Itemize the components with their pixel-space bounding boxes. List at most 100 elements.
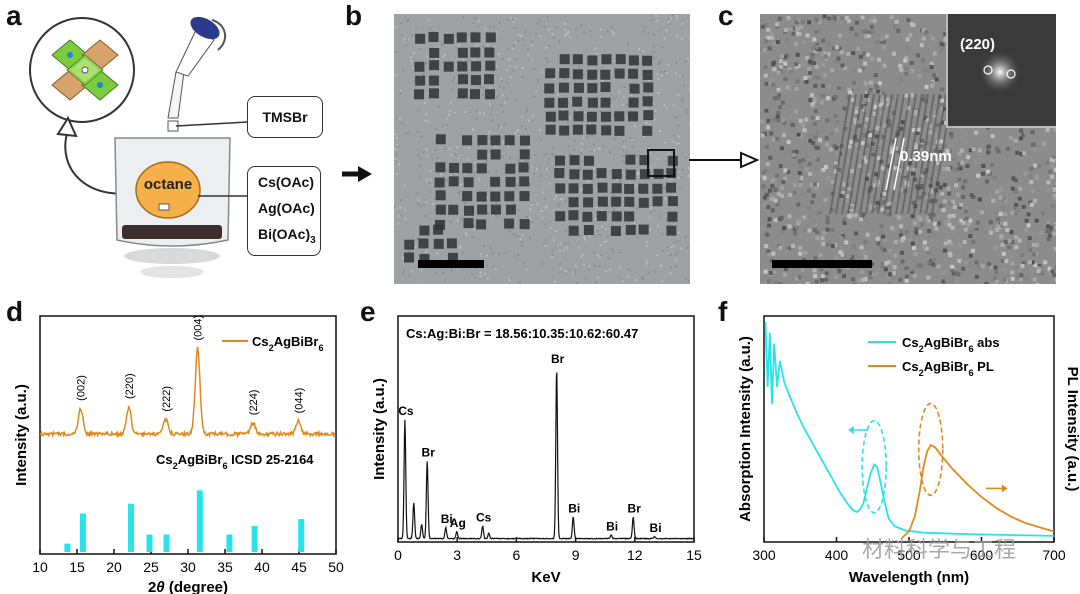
noise-speck <box>515 131 518 134</box>
hrtem-grain <box>833 169 838 174</box>
noise-speck <box>474 45 477 48</box>
hrtem-grain <box>769 131 774 136</box>
noise-speck <box>685 60 688 63</box>
hrtem-grain <box>1004 199 1009 204</box>
noise-speck <box>499 85 502 88</box>
hrtem-grain <box>812 268 817 273</box>
noise-speck <box>474 276 477 279</box>
noise-speck <box>489 204 492 207</box>
noise-speck <box>498 21 501 24</box>
hrtem-grain <box>946 186 951 191</box>
hrtem-grain <box>879 231 884 236</box>
noise-speck <box>559 267 562 270</box>
hrtem-grain <box>840 227 845 232</box>
hrtem-grain <box>1001 197 1006 202</box>
noise-speck <box>642 278 645 281</box>
hrtem-grain <box>770 35 775 40</box>
noise-speck <box>625 111 628 114</box>
hrtem-grain <box>832 15 837 20</box>
noise-speck <box>426 178 429 181</box>
hrtem-grain <box>909 267 914 272</box>
hrtem-grain <box>957 205 962 210</box>
hrtem-grain <box>1035 243 1040 248</box>
hrtem-grain <box>877 102 882 107</box>
noise-speck <box>463 201 466 204</box>
noise-speck <box>646 241 649 244</box>
hrtem-grain <box>775 40 780 45</box>
formula-label: Cs2AgBiBr6 <box>252 334 324 353</box>
noise-speck <box>473 228 476 231</box>
noise-speck <box>490 119 493 122</box>
hrtem-grain <box>952 205 957 210</box>
hrtem-grain <box>938 204 943 209</box>
noise-speck <box>622 96 625 99</box>
hrtem-grain <box>775 173 780 178</box>
hrtem-grain <box>815 116 820 121</box>
hrtem-grain <box>780 193 785 198</box>
hrtem-grain <box>910 262 915 267</box>
hrtem-grain <box>776 96 781 101</box>
hrtem-grain <box>1030 130 1035 135</box>
nanocube <box>462 163 473 174</box>
noise-speck <box>543 223 546 226</box>
noise-speck <box>644 107 647 110</box>
noise-speck <box>515 163 518 166</box>
hrtem-grain <box>779 150 784 155</box>
noise-speck <box>567 145 570 148</box>
hrtem-grain <box>810 55 815 60</box>
nanocube <box>582 169 593 180</box>
hrtem-grain <box>947 191 952 196</box>
nanocube <box>628 97 639 108</box>
hrtem-grain <box>1019 136 1024 141</box>
hrtem-grain <box>1015 266 1020 271</box>
hrtem-grain <box>938 143 943 148</box>
noise-speck <box>476 109 479 112</box>
noise-speck <box>419 158 422 161</box>
hrtem-grain <box>847 87 852 92</box>
hrtem-grain <box>880 272 885 277</box>
noise-speck <box>612 34 615 37</box>
nanocube <box>415 33 426 44</box>
noise-speck <box>462 16 465 19</box>
nanocube <box>462 135 473 146</box>
nanocube <box>428 75 439 86</box>
noise-speck <box>614 138 617 141</box>
hrtem-grain <box>926 115 931 120</box>
nanocube <box>600 82 611 93</box>
noise-speck <box>538 19 541 22</box>
noise-speck <box>517 39 520 42</box>
nanocube <box>462 191 473 202</box>
noise-speck <box>579 255 582 258</box>
hrtem-grain <box>912 221 917 226</box>
hrtem-grain <box>964 255 969 260</box>
hrtem-grain <box>862 51 867 56</box>
noise-speck <box>501 79 504 82</box>
fft-inset: (220) <box>946 14 1056 128</box>
noise-speck <box>404 217 407 220</box>
hrtem-grain <box>798 164 803 169</box>
noise-speck <box>448 109 451 112</box>
hrtem-grain <box>813 109 818 114</box>
hrtem-grain <box>922 170 927 175</box>
noise-speck <box>452 80 455 83</box>
hrtem-grain <box>983 161 988 166</box>
hrtem-grain <box>874 102 879 107</box>
noise-speck <box>397 214 400 217</box>
hrtem-grain <box>783 61 788 66</box>
nanocube <box>587 55 598 66</box>
hrtem-grain <box>827 16 832 21</box>
noise-speck <box>501 58 504 61</box>
hrtem-grain <box>821 241 826 246</box>
hrtem-grain <box>881 91 886 96</box>
noise-speck <box>445 123 448 126</box>
hrtem-grain <box>795 79 800 84</box>
reference-bar <box>226 534 233 552</box>
hrtem-grain <box>1034 218 1039 223</box>
noise-speck <box>660 74 663 77</box>
noise-speck <box>442 124 445 127</box>
hrtem-grain <box>808 133 813 138</box>
hrtem-grain <box>1048 228 1053 233</box>
hrtem-grain <box>1052 187 1056 192</box>
hrtem-grain <box>868 30 873 35</box>
hrtem-grain <box>854 142 859 147</box>
